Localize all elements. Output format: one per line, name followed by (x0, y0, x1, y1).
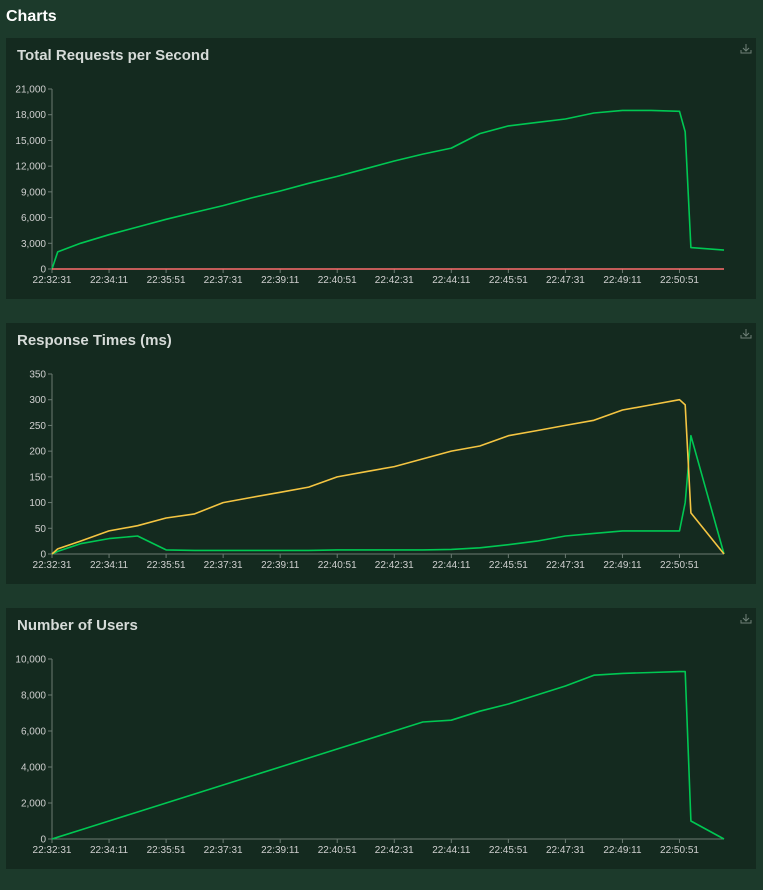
chart-panel: Number of Users 0 2,000 4,000 6,000 8,000 10,0… (6, 608, 756, 869)
x-tick-label: 22:40:51 (318, 275, 357, 286)
x-tick-label: 22:32:31 (33, 845, 72, 856)
chart-title: Response Times (ms) (17, 332, 172, 349)
y-tick-label: 4,000 (21, 763, 46, 774)
x-tick-label: 22:35:51 (147, 275, 186, 286)
x-tick-label: 22:44:11 (432, 275, 471, 286)
x-tick-label: 22:39:11 (261, 560, 300, 571)
y-tick-label: 0 (40, 265, 46, 276)
x-tick-label: 22:37:31 (204, 560, 243, 571)
download-icon-shape (740, 44, 752, 54)
x-tick-label: 22:34:11 (90, 560, 129, 571)
y-tick-label: 50 (35, 524, 47, 535)
x-tick-label: 22:50:51 (660, 845, 699, 856)
page-title: Charts (6, 8, 57, 25)
x-tick-label: 22:47:31 (546, 845, 585, 856)
chart-panel: Total Requests per Second 0 3,000 6,000 9,00… (6, 38, 756, 299)
y-tick-label: 10,000 (15, 655, 46, 666)
x-tick-label: 22:45:51 (489, 275, 528, 286)
x-tick-label: 22:45:51 (489, 845, 528, 856)
y-tick-label: 6,000 (21, 213, 46, 224)
x-tick-label: 22:34:11 (90, 845, 129, 856)
series-line (51, 109, 725, 270)
download-icon[interactable] (740, 329, 752, 339)
series-line (51, 398, 725, 555)
y-tick-label: 0 (40, 835, 46, 846)
y-tick-label: 12,000 (15, 162, 46, 173)
x-tick-label: 22:37:31 (204, 845, 243, 856)
x-tick-label: 22:49:11 (603, 275, 642, 286)
download-icon-shape (740, 329, 752, 339)
chart-panel: Response Times (ms) 0 50 100 150 200 250 300 350… (6, 323, 756, 584)
download-icon[interactable] (740, 44, 752, 54)
y-tick-label: 350 (29, 370, 46, 381)
x-tick-label: 22:35:51 (147, 560, 186, 571)
y-tick-label: 18,000 (15, 110, 46, 121)
x-tick-label: 22:44:11 (432, 845, 471, 856)
series-line (51, 670, 725, 840)
x-tick-label: 22:39:11 (261, 275, 300, 286)
y-tick-label: 2,000 (21, 799, 46, 810)
y-tick-label: 6,000 (21, 727, 46, 738)
panel-bg (6, 608, 756, 869)
x-tick-label: 22:32:31 (33, 275, 72, 286)
x-tick-label: 22:47:31 (546, 275, 585, 286)
y-tick-label: 21,000 (15, 85, 46, 96)
y-tick-label: 150 (29, 472, 46, 483)
x-tick-label: 22:42:31 (375, 845, 414, 856)
x-tick-label: 22:40:51 (318, 845, 357, 856)
x-tick-label: 22:34:11 (90, 275, 129, 286)
x-tick-label: 22:32:31 (33, 560, 72, 571)
x-tick-label: 22:40:51 (318, 560, 357, 571)
y-tick-label: 3,000 (21, 239, 46, 250)
x-tick-label: 22:44:11 (432, 560, 471, 571)
y-tick-label: 15,000 (15, 136, 46, 147)
y-tick-label: 200 (29, 447, 46, 458)
y-tick-label: 100 (29, 498, 46, 509)
y-tick-label: 300 (29, 395, 46, 406)
chart-title: Number of Users (17, 617, 138, 634)
download-icon-shape (740, 614, 752, 624)
download-icon[interactable] (740, 614, 752, 624)
x-tick-label: 22:50:51 (660, 275, 699, 286)
x-tick-label: 22:42:31 (375, 560, 414, 571)
x-tick-label: 22:39:11 (261, 845, 300, 856)
x-tick-label: 22:35:51 (147, 845, 186, 856)
x-tick-label: 22:49:11 (603, 845, 642, 856)
x-tick-label: 22:45:51 (489, 560, 528, 571)
x-tick-label: 22:50:51 (660, 560, 699, 571)
y-tick-label: 250 (29, 421, 46, 432)
x-tick-label: 22:42:31 (375, 275, 414, 286)
x-tick-label: 22:49:11 (603, 560, 642, 571)
chart-title: Total Requests per Second (17, 47, 209, 64)
panel-bg (6, 323, 756, 584)
panel-bg (6, 38, 756, 299)
series-line (51, 434, 725, 555)
y-tick-label: 8,000 (21, 691, 46, 702)
x-tick-label: 22:47:31 (546, 560, 585, 571)
y-tick-label: 9,000 (21, 187, 46, 198)
x-tick-label: 22:37:31 (204, 275, 243, 286)
y-tick-label: 0 (40, 550, 46, 561)
